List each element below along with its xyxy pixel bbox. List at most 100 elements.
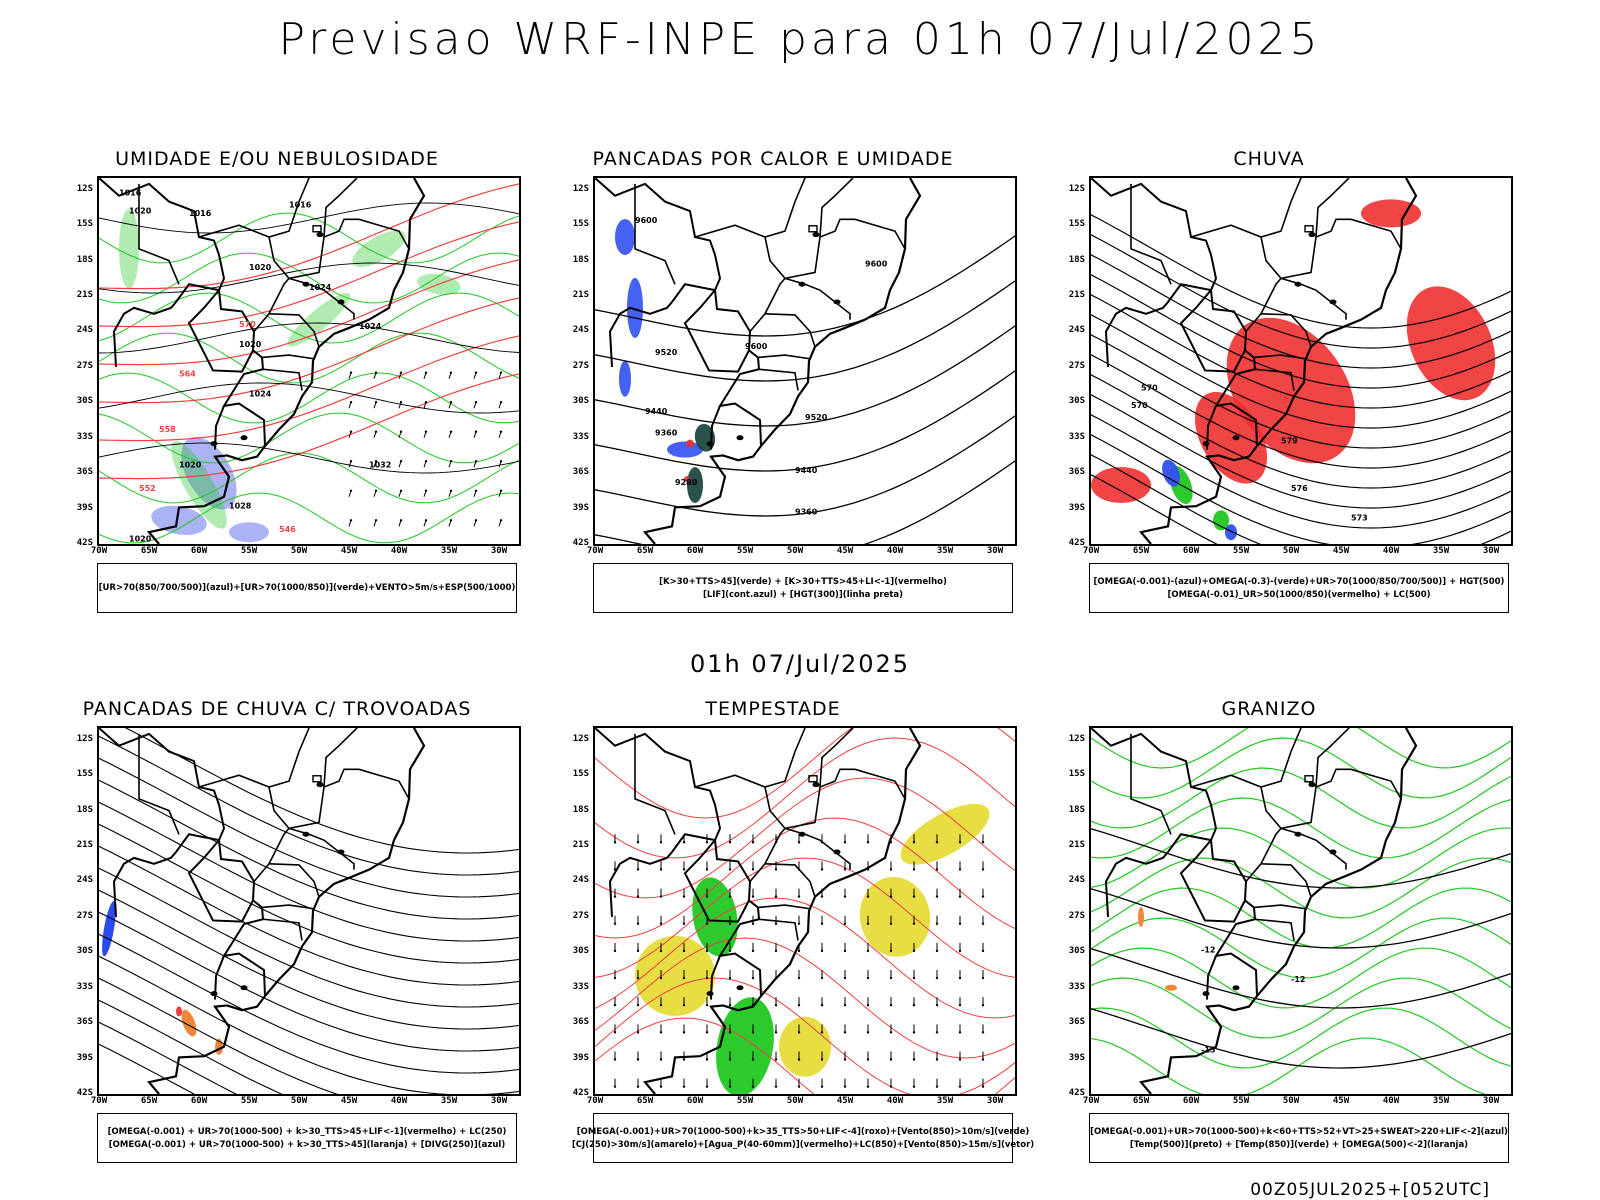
lon-tick-label: 55W (240, 546, 258, 556)
wind-vector-head (866, 868, 870, 871)
lake (812, 232, 820, 238)
lon-tick-label: 40W (886, 546, 904, 556)
wind-vector-head (935, 868, 939, 871)
wind-vector-head (935, 976, 939, 980)
lat-tick-label: 15S (1068, 219, 1085, 230)
state-border (1253, 904, 1306, 910)
panel-legend: [OMEGA(-0.001)-(azul)+OMEGA(-0.3)-(verde… (1089, 563, 1509, 613)
wind-vector-head (866, 1031, 870, 1034)
wind-vector-head (636, 976, 640, 980)
lat-tick-label: 39S (76, 1052, 93, 1063)
contour-label: 1020 (129, 535, 152, 544)
wind-vector-head (613, 1085, 617, 1088)
contour-line (595, 235, 1015, 337)
lat-tick-label: 42S (1068, 1088, 1085, 1098)
country-border (1179, 289, 1246, 373)
state-border (819, 178, 854, 238)
jet-yellow (635, 803, 990, 1077)
wind-vector-head (374, 401, 378, 404)
federal-district (808, 775, 818, 783)
wind-vector-head (705, 1058, 709, 1061)
wind-vector-head (705, 1031, 709, 1034)
lat-tick-label: 12S (76, 183, 93, 194)
wind-vector-head (958, 949, 962, 953)
lon-tick-label: 40W (390, 1096, 408, 1106)
contour-line (99, 259, 519, 366)
legend-line: [CJ(250)>30m/s](amarelo)+[Agua_P(40-60mm… (571, 1139, 1035, 1150)
lat-tick-label: 33S (76, 431, 93, 442)
wind-vector-head (499, 489, 503, 492)
contour-label: -15 (1201, 1046, 1216, 1055)
wind-vector-head (613, 922, 617, 925)
wind-vector-head (728, 922, 732, 925)
contour-line (595, 977, 1015, 1094)
country-border (1104, 283, 1212, 367)
panel-legend: [UR>70(850/700/500)](azul)+[UR>70(1000/8… (97, 563, 517, 613)
country-border (683, 839, 750, 923)
green-contours (99, 212, 519, 544)
contour-line (595, 728, 1015, 819)
wind-vector-head (449, 401, 453, 404)
shaded-area (716, 997, 774, 1094)
wind-vector-head (958, 895, 962, 898)
wind-vector-head (705, 922, 709, 925)
wind-vector-head (636, 1003, 640, 1007)
contour-line (1091, 374, 1511, 489)
contour-label: 9600 (635, 216, 658, 225)
wind-vector-head (820, 841, 824, 844)
lc850-contours (595, 728, 1015, 1094)
legend-line: [OMEGA(-0.001) + UR>70(1000-500) + k>30_… (108, 1139, 506, 1150)
lat-tick-label: 27S (572, 910, 589, 921)
panel-umidade: UMIDADE E/OU NEBULOSIDADE 1016 1020 1016 10… (57, 148, 521, 628)
lake (337, 849, 345, 855)
map-frame: 1016 1020 1016 1016 1020 1024 1020 1024 1024 1032… (97, 176, 521, 546)
contour-line (1091, 334, 1511, 449)
wind-vector-head (866, 895, 870, 898)
wind-vector-head (981, 922, 985, 925)
wind-vector-head (399, 460, 403, 463)
contour-label: 1016 (119, 189, 142, 198)
lon-tick-label: 40W (1382, 546, 1400, 556)
state-border (634, 733, 676, 835)
contour-line (1091, 948, 1511, 1009)
wind-vector-head (889, 1058, 893, 1061)
wind-vector-head (774, 1031, 778, 1034)
contour-line (1091, 234, 1511, 349)
map-canvas: 579 576 573 570 570 (1091, 178, 1511, 544)
wind-vector-head (820, 922, 824, 925)
country-border (187, 289, 254, 373)
k-tts-green (687, 423, 716, 503)
wind-vector-head (774, 1003, 778, 1007)
wind-vector-head (424, 401, 428, 404)
wind-vector-head (659, 976, 663, 980)
shaded-area (667, 441, 703, 458)
wind-vector-head (705, 949, 709, 953)
contour-line (99, 735, 519, 876)
contour-label: 9600 (865, 260, 888, 269)
wind-vector-head (349, 430, 353, 433)
pressure-labels: 1016 1020 1016 1016 1020 1024 1020 1024 1024 1032… (119, 189, 391, 544)
state-border (764, 862, 816, 898)
state-border (1350, 218, 1402, 250)
lat-tick-label: 27S (76, 910, 93, 921)
state-border (253, 786, 291, 883)
contour-line (99, 1021, 238, 1094)
country-border (1091, 728, 1218, 841)
wind-vector-head (424, 460, 428, 463)
wind-vector-head (981, 1003, 985, 1007)
lat-tick-label: 15S (572, 769, 589, 780)
contour-line (99, 221, 519, 328)
wind-vector-head (636, 895, 640, 898)
wind-vector-head (751, 868, 755, 871)
hgt500-labels: 579 576 573 570 570 (1131, 384, 1368, 523)
state-border (138, 183, 180, 285)
lon-tick-label: 70W (1082, 1096, 1100, 1106)
wind-vector-head (659, 922, 663, 925)
coastline (1138, 178, 1418, 544)
panel-tempestade: TEMPESTADE 12S 15S 18S 21S 24S 27S 30S 33S 36S 39… (553, 698, 1034, 1178)
wind-vector-head (981, 841, 985, 844)
state-border (784, 768, 855, 830)
legend-line: [K>30+TTS>45](verde) + [K>30+TTS>45+LI<-… (659, 576, 947, 587)
lon-tick-label: 60W (190, 1096, 208, 1106)
wind-vector-head (449, 460, 453, 463)
